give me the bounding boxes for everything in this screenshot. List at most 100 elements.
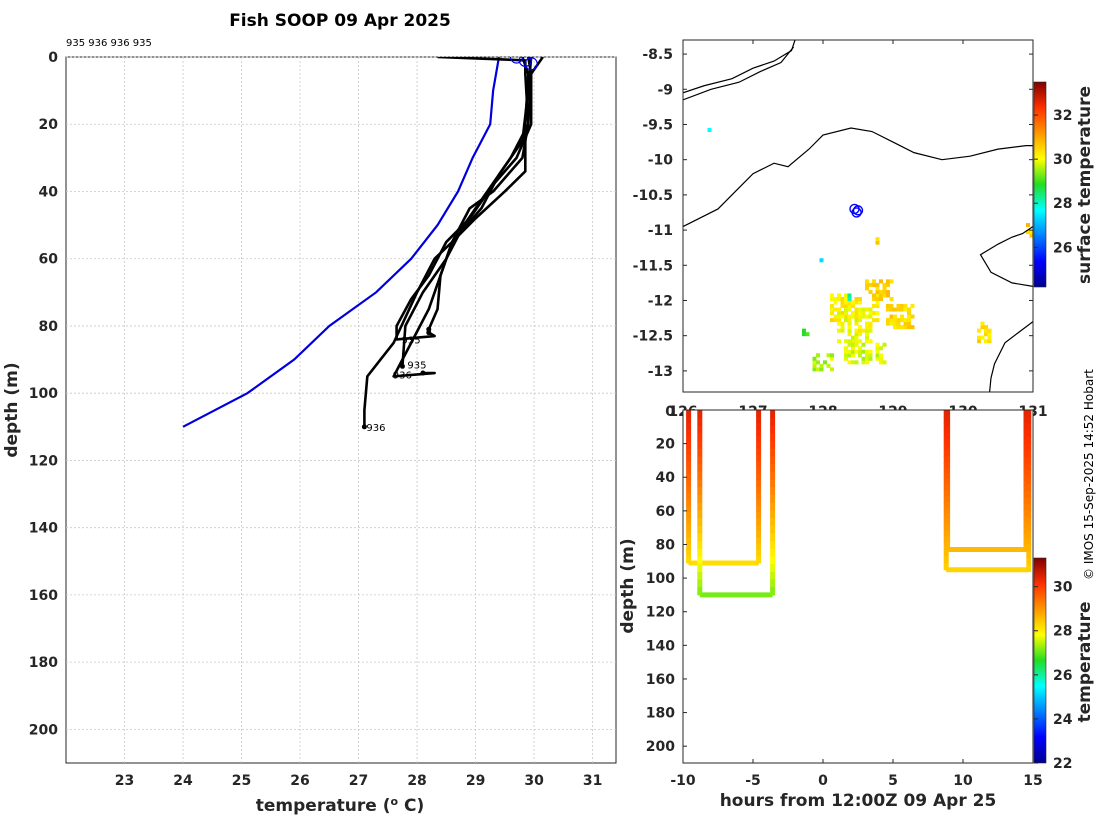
sst-cell [847, 325, 852, 330]
sst-cell [854, 300, 859, 305]
sst-cell [812, 356, 817, 361]
section-x-tick-label: 0 [818, 773, 828, 789]
sst-cell [847, 339, 852, 344]
section-colorbar [1033, 557, 1047, 764]
sst-cell [893, 307, 897, 312]
profile-x-tick-label: 30 [524, 773, 544, 789]
sst-cell [837, 296, 841, 301]
sst-cell [872, 311, 876, 316]
sst-cell [837, 321, 841, 326]
map-colorbar-tick-label: 28 [1053, 196, 1072, 212]
sst-cell [844, 346, 848, 351]
sst-cell [847, 296, 852, 301]
sst-cell [833, 318, 838, 323]
sst-cell [830, 356, 834, 361]
section-y-tick-label: 80 [656, 537, 676, 553]
sst-cell [865, 356, 869, 361]
sst-cell [854, 296, 859, 301]
sst-cell [802, 328, 806, 333]
profile-grid [66, 56, 616, 763]
sst-cell [879, 293, 883, 298]
sst-cell [886, 279, 890, 284]
sst-cell [707, 128, 712, 133]
sst-cell [987, 332, 992, 337]
sst-cell [865, 321, 869, 326]
sst-cell [844, 339, 848, 344]
section-colorbar-tick-label: 22 [1053, 756, 1072, 772]
sst-cell [872, 279, 876, 284]
sst-cell [858, 346, 862, 351]
observed-profile-line [395, 57, 544, 341]
section-x-tick-label: 15 [1023, 773, 1042, 789]
sst-cell [889, 279, 894, 284]
sst-cell [875, 346, 880, 351]
sst-cell [889, 318, 894, 323]
profile-drop-label: 935 [407, 361, 426, 372]
sst-cell [893, 314, 897, 319]
sst-cell [826, 353, 831, 358]
sst-cell [882, 360, 887, 365]
sst-cell [875, 296, 880, 301]
sst-cell [847, 318, 852, 323]
profile-y-tick-label: 100 [29, 386, 58, 402]
figure-title: Fish SOOP 09 Apr 2025 [229, 11, 451, 31]
profile-xlabel: temperature (o C) [256, 795, 425, 817]
sst-cell [847, 293, 852, 298]
sst-cell [844, 296, 848, 301]
sst-cell [872, 282, 876, 287]
sst-cell [868, 339, 873, 344]
map-plot-area [683, 40, 1033, 392]
sst-cell [865, 335, 869, 340]
sst-cell [861, 311, 866, 316]
sst-cell [854, 314, 859, 319]
sst-cell [851, 335, 855, 340]
section-plot-area [686, 410, 1032, 598]
sst-cell [889, 304, 894, 309]
sst-cell [977, 328, 981, 333]
observed-profile-line [427, 57, 533, 330]
sst-cell [907, 314, 911, 319]
sst-cell [854, 339, 859, 344]
profile-y-tick-label: 40 [39, 184, 59, 200]
sst-cell [844, 318, 848, 323]
section-y-tick-label: 0 [665, 404, 675, 420]
sst-cell [872, 293, 876, 298]
sst-cell [854, 360, 859, 365]
sst-cell [861, 360, 866, 365]
sst-cell [903, 304, 908, 309]
sst-cell [847, 332, 852, 337]
sst-cell [844, 314, 848, 319]
sst-cell [980, 321, 985, 326]
sst-cell [830, 296, 834, 301]
sst-cell [861, 342, 866, 347]
sst-cell [879, 296, 883, 301]
profile-y-tick-label: 80 [39, 319, 59, 335]
sst-cell [844, 293, 848, 298]
section-y-tick-label: 160 [646, 672, 675, 688]
map-y-tick-label: -10.5 [633, 188, 673, 204]
sst-cell [847, 349, 852, 354]
sst-cell [858, 318, 862, 323]
sst-cell [872, 318, 876, 323]
profile-x-tick-label: 24 [173, 773, 193, 789]
climatology-profile-line [182, 57, 501, 428]
sst-cell [875, 356, 880, 361]
sst-cell [847, 314, 852, 319]
sst-cell [907, 321, 911, 326]
sst-cell [851, 314, 855, 319]
sst-cell [875, 293, 880, 298]
sst-cell [910, 314, 915, 319]
section-y-tick-label: 120 [646, 605, 675, 621]
coastline [683, 127, 1033, 228]
sst-cell [875, 353, 880, 358]
sst-cell [879, 356, 883, 361]
section-colorbar-tick-label: 24 [1053, 712, 1073, 728]
sst-cell [907, 318, 911, 323]
sst-cell [830, 318, 834, 323]
sst-cell [868, 325, 873, 330]
map-colorbar-tick-label: 32 [1053, 108, 1072, 124]
sst-cell [854, 318, 859, 323]
sst-cell [858, 353, 862, 358]
section-frame [682, 409, 1034, 764]
sst-cell [882, 342, 887, 347]
